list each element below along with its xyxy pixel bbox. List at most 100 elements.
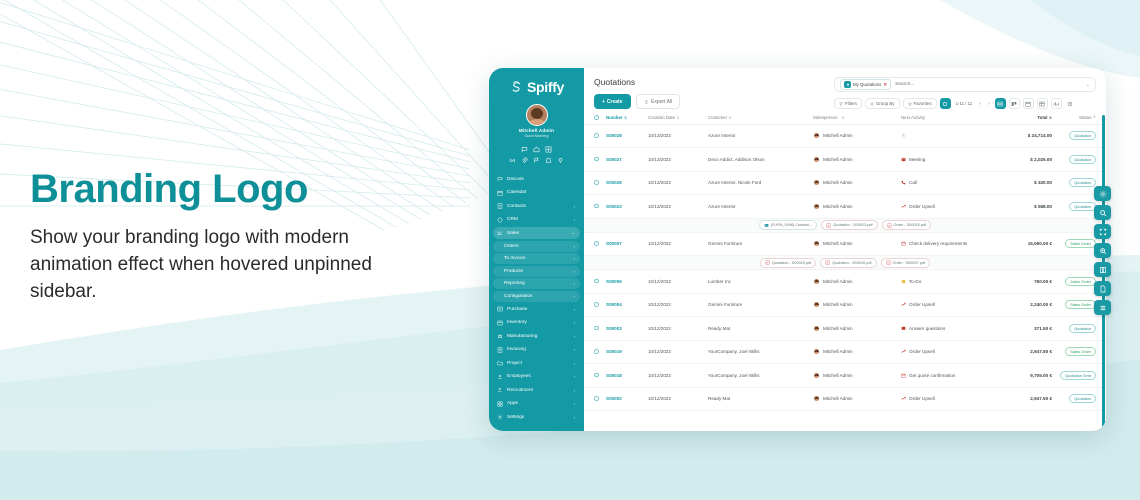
- view-calendar-button[interactable]: [1022, 98, 1034, 109]
- refresh-button[interactable]: [939, 98, 951, 109]
- cell-number[interactable]: S00019: [606, 349, 622, 355]
- cell-next-activity[interactable]: Order Upsell: [901, 204, 1000, 209]
- remove-facet-icon[interactable]: ✕: [883, 81, 888, 87]
- row-checkbox[interactable]: [594, 180, 606, 186]
- sidebar-item-contacts[interactable]: Contacts ›: [493, 200, 580, 212]
- attachment-chip[interactable]: [FURN_0096] Customi...: [758, 220, 818, 231]
- cell-next-activity[interactable]: Order Upsell: [901, 349, 1000, 354]
- favorites-button[interactable]: Favorites: [902, 98, 937, 109]
- cell-number[interactable]: S00018: [606, 372, 622, 378]
- floating-settings-button[interactable]: [1094, 186, 1111, 201]
- search-input[interactable]: [895, 82, 1082, 87]
- column-header-status[interactable]: Status ⇅: [1079, 115, 1096, 121]
- cell-number[interactable]: S00004: [606, 302, 622, 308]
- floating-book-button[interactable]: [1094, 262, 1111, 277]
- row-checkbox[interactable]: [594, 133, 606, 139]
- apps-grid-icon[interactable]: [545, 146, 552, 153]
- attachment-chip[interactable]: Order - S00007.pdf: [880, 257, 931, 268]
- chevron-down-icon[interactable]: ⌄: [1085, 81, 1090, 88]
- table-row[interactable]: S00004 10/12/2022 Gemini Furniture Mitchell…: [584, 293, 1106, 318]
- sidebar-item-to-invoice[interactable]: To Invoice ›: [493, 253, 580, 264]
- cell-number[interactable]: S00023: [606, 203, 622, 209]
- user-profile[interactable]: Mitchell Admin Good Morning: [489, 102, 584, 141]
- column-header-salesperson[interactable]: Salesperson ⇅: [813, 115, 845, 121]
- view-kanban-button[interactable]: [1008, 98, 1020, 109]
- sidebar-item-apps[interactable]: Apps ›: [493, 398, 580, 410]
- view-graph-button[interactable]: [1050, 98, 1062, 109]
- attachment-chip[interactable]: Quotation - S00010.pdf: [820, 257, 877, 268]
- messages-icon[interactable]: [521, 146, 528, 153]
- bell-icon[interactable]: [545, 157, 552, 164]
- attachment-chip[interactable]: Quotation - S00023.pdf: [821, 220, 878, 231]
- view-activity-button[interactable]: [1064, 98, 1076, 109]
- sidebar-item-settings[interactable]: Settings ›: [493, 411, 580, 423]
- cell-number[interactable]: S00003: [606, 325, 622, 331]
- cell-next-activity[interactable]: Check delivery requirements: [901, 241, 1000, 246]
- cell-number[interactable]: S00006: [606, 278, 622, 284]
- table-row[interactable]: S00018 10/12/2022 YourCompany, Joel Willis…: [584, 364, 1106, 388]
- cell-next-activity[interactable]: Order Upsell: [901, 302, 1000, 307]
- bulb-icon[interactable]: [557, 157, 564, 164]
- search-facet[interactable]: My Quotations ✕: [840, 79, 892, 90]
- row-checkbox[interactable]: [594, 241, 606, 247]
- cell-number[interactable]: S00027: [606, 156, 622, 162]
- cell-next-activity[interactable]: Meeting: [901, 157, 1000, 162]
- row-checkbox[interactable]: [594, 396, 606, 402]
- table-row[interactable]: S00006 10/12/2022 Lumber Inc Mitchell Admin…: [584, 270, 1106, 294]
- table-row[interactable]: S00003 10/12/2022 Ready Mat Mitchell Admin A…: [584, 317, 1106, 341]
- table-row[interactable]: S00027 10/13/2022 Deco Addict, Addison Ols…: [584, 148, 1106, 172]
- sidebar-item-invoicing[interactable]: Invoicing ›: [493, 344, 580, 356]
- cell-next-activity[interactable]: Order Upsell: [901, 396, 1000, 401]
- cell-next-activity[interactable]: [901, 133, 1000, 138]
- sidebar-item-manufacturing[interactable]: Manufacturing ›: [493, 330, 580, 342]
- cell-number[interactable]: S00026: [606, 180, 622, 186]
- table-row[interactable]: S00028 10/13/2022 Azure Interior Mitchell A…: [584, 124, 1106, 149]
- row-checkbox[interactable]: [594, 372, 606, 379]
- sidebar-item-calendar[interactable]: Calendar: [493, 187, 580, 199]
- prev-page-button[interactable]: ‹: [979, 100, 982, 107]
- sidebar-item-recruitment[interactable]: Recruitment ›: [493, 384, 580, 396]
- column-header-next-activity[interactable]: Next Activity: [901, 115, 925, 121]
- floating-zoom-button[interactable]: [1094, 243, 1111, 258]
- table-row[interactable]: S00023 10/13/2022 Azure Interior Mitchell A…: [584, 195, 1106, 219]
- cell-next-activity[interactable]: Answer questions: [901, 326, 1000, 331]
- cell-number[interactable]: S00007: [606, 241, 622, 247]
- sidebar-item-crm[interactable]: CRM ›: [493, 214, 580, 226]
- select-all-checkbox[interactable]: [594, 115, 606, 121]
- row-checkbox[interactable]: [594, 203, 606, 210]
- sidebar-item-configuration[interactable]: Configuration ›: [493, 290, 580, 302]
- brand-logo[interactable]: Spiffy: [489, 76, 584, 98]
- attachment-chip[interactable]: Order - S00015.pdf: [881, 220, 932, 231]
- sidebar-item-project[interactable]: Project ›: [493, 357, 580, 369]
- sidebar-item-products[interactable]: Products ›: [493, 265, 580, 277]
- export-all-button[interactable]: Export All: [635, 94, 681, 109]
- attachment-chip[interactable]: Quotation - S00023.pdf: [759, 257, 817, 268]
- row-checkbox[interactable]: [594, 349, 606, 355]
- column-header-creation-date[interactable]: Creation Date ⇅: [648, 115, 680, 121]
- cell-next-activity[interactable]: To-Do: [901, 279, 1000, 284]
- view-pivot-button[interactable]: [1036, 98, 1048, 109]
- cell-number[interactable]: S00028: [606, 133, 622, 139]
- sidebar-item-purchase[interactable]: Purchase ›: [493, 303, 580, 315]
- table-row[interactable]: S00002 10/12/2022 Ready Mat Mitchell Admin O…: [584, 387, 1106, 412]
- sidebar-item-orders[interactable]: Orders ›: [493, 240, 580, 252]
- home-icon[interactable]: [533, 146, 540, 153]
- table-row[interactable]: S00019 10/12/2022 YourCompany, Joel Willis…: [584, 340, 1106, 365]
- sidebar-item-discuss[interactable]: Discuss: [493, 173, 580, 185]
- column-header-customer[interactable]: Customer ⇅: [708, 115, 732, 121]
- attachment-icon[interactable]: [521, 157, 528, 164]
- view-list-button[interactable]: [994, 98, 1006, 109]
- table-row[interactable]: S00026 10/13/2022 Azure Interior, Nicole F…: [584, 171, 1106, 196]
- sidebar-item-reporting[interactable]: Reporting ›: [493, 278, 580, 289]
- column-header-total[interactable]: Total ⇅: [1037, 115, 1052, 121]
- flag-icon[interactable]: [533, 157, 540, 164]
- sidebar-item-sales[interactable]: Sales ⌄: [493, 227, 580, 239]
- link-icon[interactable]: [509, 157, 516, 164]
- row-checkbox[interactable]: [594, 325, 606, 332]
- cell-number[interactable]: S00002: [606, 396, 622, 402]
- search-bar[interactable]: My Quotations ✕ ⌄: [834, 77, 1096, 92]
- filters-button[interactable]: Filters: [834, 98, 862, 109]
- next-page-button[interactable]: ›: [988, 100, 990, 107]
- groupby-button[interactable]: Group By: [864, 98, 900, 109]
- floating-document-button[interactable]: [1094, 281, 1111, 296]
